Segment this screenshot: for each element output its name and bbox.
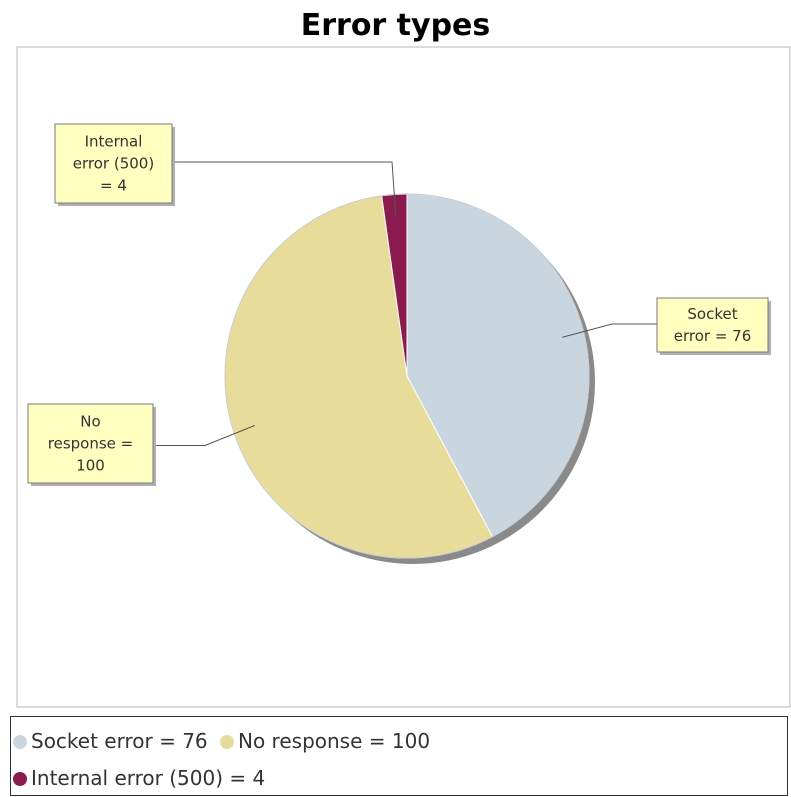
callout-box-no-response — [27, 403, 154, 484]
callout-label-socket-error-line-2: error = 76 — [674, 327, 752, 345]
legend-label-internal-error: Internal error (500) = 4 — [31, 766, 266, 790]
callout-label-internal-error-500-line-3: = 4 — [100, 177, 127, 195]
callout-line-internal-error-500 — [172, 161, 397, 217]
callout-line-socket-error — [562, 323, 657, 338]
legend-item-internal-error: Internal error (500) = 4 — [13, 763, 265, 793]
legend-swatch-no-response — [220, 735, 234, 749]
legend-label-socket-error: Socket error = 76 — [31, 729, 208, 753]
callout-label-internal-error-500-line-2: error (500) — [73, 155, 154, 173]
chart-title: Error types — [300, 8, 491, 43]
legend-swatch-internal-error — [13, 772, 27, 786]
legend: Socket error = 76 No response = 100 Inte… — [10, 716, 788, 796]
pie-outline — [224, 193, 590, 559]
callout-label-internal-error-500-line-1: Internal — [85, 133, 143, 151]
callout-box-socket-error — [656, 297, 769, 353]
pie-chart: Socket error = 76 No response = 100 Internal e… — [16, 46, 791, 708]
callout-label-no-response-line-1: No — [80, 413, 100, 431]
legend-swatch-socket-error — [13, 735, 27, 749]
callout-label-no-response-line-3: 100 — [76, 457, 105, 475]
callout-box-internal-error-500 — [54, 123, 173, 204]
legend-label-no-response: No response = 100 — [238, 729, 431, 753]
legend-item-socket-error: Socket error = 76 — [13, 726, 208, 756]
callout-label-no-response-line-2: response = — [48, 435, 133, 453]
legend-item-no-response: No response = 100 — [220, 726, 430, 756]
callout-line-no-response — [153, 425, 255, 446]
callout-label-socket-error-line-1: Socket — [687, 305, 737, 323]
